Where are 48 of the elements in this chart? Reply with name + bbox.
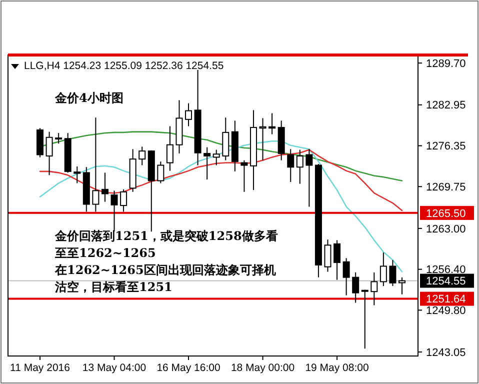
- candlestick: [157, 161, 164, 184]
- candlestick: [324, 239, 332, 272]
- candlestick: [352, 272, 360, 304]
- candlestick: [306, 148, 313, 208]
- candlestick: [334, 240, 341, 280]
- candlestick: [380, 252, 387, 287]
- y-tick-label: 1289.70: [426, 58, 466, 70]
- candlestick: [92, 117, 100, 212]
- candlestick: [222, 117, 230, 161]
- candlestick: [287, 148, 294, 182]
- candlestick: [268, 112, 276, 135]
- x-tick-label: 11 May 2016: [10, 362, 70, 374]
- candlestick: [74, 166, 81, 184]
- x-tick-label: 16 May 16:00: [156, 362, 220, 374]
- candlestick: [55, 132, 62, 144]
- annotation: 金价回落到1251，或是突破1258做多看至至1262~1265: [54, 229, 278, 260]
- text: LLG,H4 1254.23 1255.09 1252.36 1254.55: [24, 60, 224, 72]
- candlestick: [370, 272, 378, 306]
- x-tick-label: 13 May 04:00: [82, 362, 146, 374]
- y-tick-label: 1276.35: [426, 140, 466, 153]
- y-tick-label: 1263.00: [426, 223, 466, 236]
- ref-line-label: 1265.50: [426, 208, 466, 220]
- candlestick: [342, 258, 350, 296]
- candlestick: [259, 118, 266, 161]
- ref-line-label: 1254.55: [426, 276, 466, 288]
- candlestick: [204, 146, 211, 180]
- y-tick-label: 1249.80: [426, 305, 466, 318]
- candlestick: [46, 131, 53, 176]
- annotation: 金价4小时图: [54, 91, 124, 105]
- candlestick: [296, 149, 304, 184]
- candlestick: [361, 289, 368, 350]
- annotation: 在1262~1265区间出现回落迹象可择机沽空，目标看至1251: [54, 263, 276, 294]
- candlestick: [101, 172, 108, 202]
- x-tick-label: 18 May 00:00: [230, 362, 295, 374]
- y-tick-label: 1282.95: [426, 100, 466, 112]
- candlestick: [240, 160, 248, 192]
- candlestick: [185, 102, 192, 127]
- y-tick-label: 1269.75: [426, 181, 466, 194]
- candlestick: [138, 146, 146, 166]
- x-tick-label: 19 May 08:00: [305, 362, 369, 374]
- ref-line-label: 1251.64: [426, 294, 466, 306]
- candlestick: [389, 260, 396, 287]
- line-series: [39, 149, 403, 212]
- candlestick: [166, 126, 174, 172]
- y-tick-label: 1256.40: [426, 264, 466, 276]
- candlestick: [212, 149, 220, 166]
- y-tick-label: 1243.05: [426, 346, 466, 359]
- candlestick: [120, 188, 128, 212]
